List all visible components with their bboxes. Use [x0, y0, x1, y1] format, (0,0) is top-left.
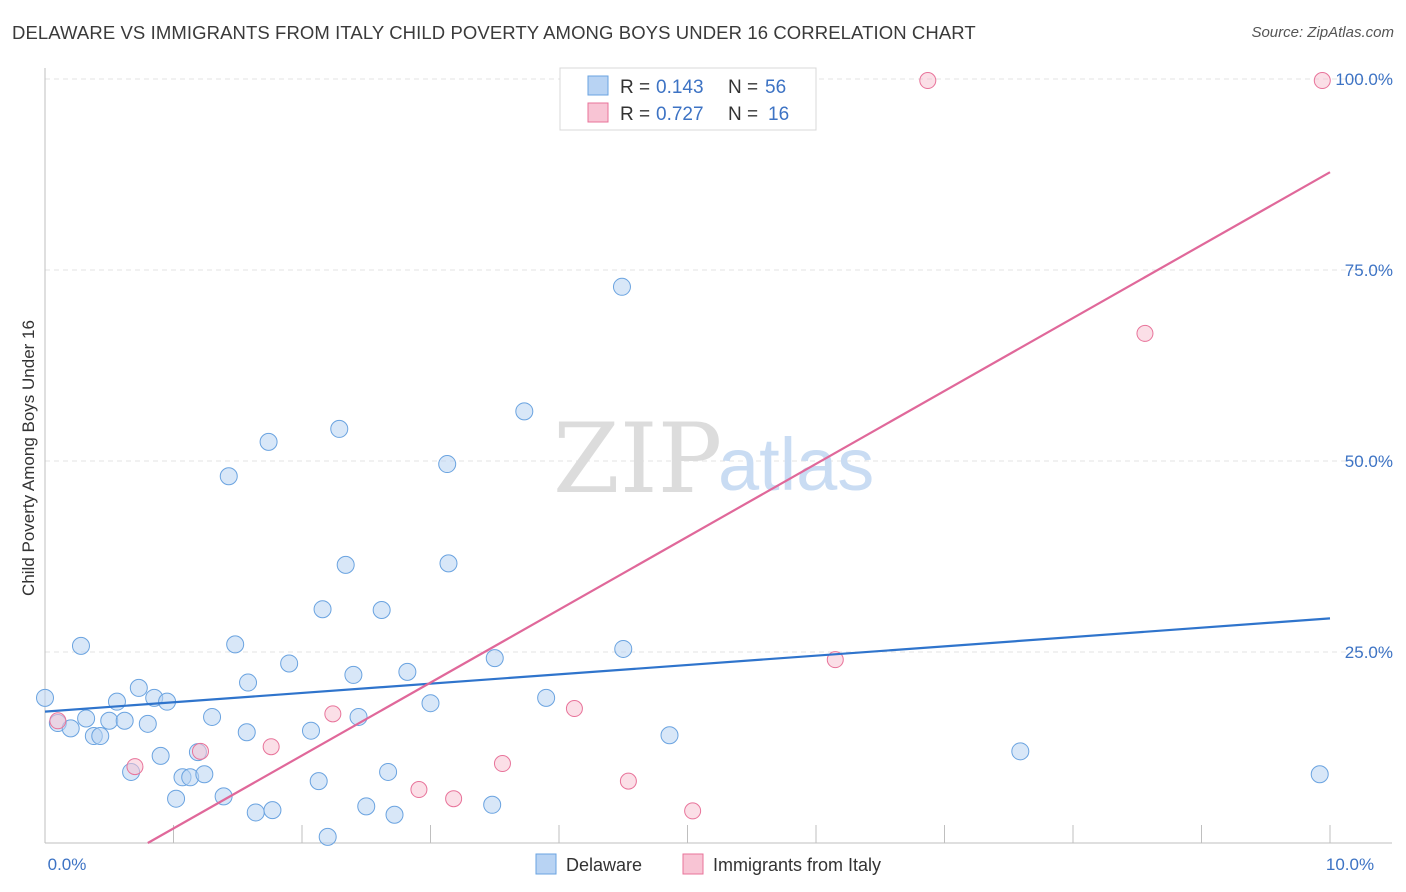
point-delaware [1011, 742, 1030, 761]
point-italy [324, 705, 342, 723]
tick-labels: 25.0% 50.0% 75.0% 100.0% 0.0% 10.0% [48, 70, 1393, 874]
bottom-legend-label-delaware: Delaware [566, 855, 642, 875]
bottom-legend-swatch-delaware [535, 853, 557, 875]
series-delaware [36, 277, 1329, 846]
point-delaware [421, 694, 440, 713]
point-italy [445, 790, 463, 808]
legend-r-label-1: R = [620, 77, 650, 98]
point-delaware [237, 723, 256, 742]
point-delaware [115, 711, 134, 730]
point-delaware [318, 827, 337, 846]
point-delaware [263, 801, 282, 820]
point-italy [493, 755, 511, 773]
point-delaware [372, 600, 391, 619]
point-delaware [138, 714, 157, 733]
point-delaware [398, 662, 417, 681]
point-delaware [167, 789, 186, 808]
point-delaware [301, 721, 320, 740]
trend-line-delaware [44, 617, 1331, 713]
point-delaware [36, 688, 54, 707]
point-delaware [313, 600, 332, 619]
point-italy [49, 712, 67, 730]
legend-n-label-1: N = [728, 77, 758, 98]
point-italy [1313, 72, 1331, 90]
point-delaware [612, 277, 631, 296]
point-delaware [203, 707, 222, 726]
point-delaware [280, 654, 299, 673]
point-delaware [344, 665, 363, 684]
chart-title: DELAWARE VS IMMIGRANTS FROM ITALY CHILD … [12, 22, 976, 43]
point-delaware [195, 765, 214, 784]
gridlines [45, 78, 1392, 653]
point-delaware [151, 746, 170, 765]
point-delaware [1310, 765, 1329, 784]
legend-r-value-1: 0.143 [656, 77, 704, 98]
y-tick-label: 25.0% [1345, 643, 1393, 662]
point-delaware [226, 635, 245, 654]
watermark-atlas: atlas [718, 423, 874, 506]
legend-swatch-italy [587, 102, 609, 123]
x-tick-label: 0.0% [48, 855, 87, 874]
watermark-zip: ZIP [553, 403, 722, 515]
point-delaware [330, 419, 349, 438]
point-delaware [71, 636, 90, 655]
y-tick-label: 50.0% [1345, 452, 1393, 471]
point-delaware [219, 467, 238, 486]
point-delaware [100, 711, 119, 730]
trend-lines [44, 171, 1331, 844]
point-delaware [515, 402, 534, 421]
point-delaware [357, 797, 376, 816]
point-delaware [239, 673, 258, 692]
y-tick-label: 75.0% [1345, 261, 1393, 280]
point-delaware [379, 762, 398, 781]
point-delaware [129, 678, 148, 697]
point-delaware [537, 688, 556, 707]
point-delaware [336, 555, 355, 574]
point-delaware [77, 709, 96, 728]
point-delaware [660, 726, 679, 745]
watermark: ZIP atlas [553, 403, 874, 515]
point-delaware [385, 805, 404, 824]
legend-n-label-2: N = [728, 104, 758, 125]
legend-r-label-2: R = [620, 104, 650, 125]
x-tick-label: 10.0% [1326, 855, 1374, 874]
bottom-legend-swatch-italy [682, 853, 704, 875]
top-legend: R = 0.143 N = 56 R = 0.727 N = 16 [559, 67, 817, 131]
bottom-legend: Delaware Immigrants from Italy [535, 853, 881, 875]
point-italy [126, 758, 144, 776]
bottom-legend-label-italy: Immigrants from Italy [713, 855, 881, 875]
point-delaware [246, 803, 265, 822]
point-delaware [61, 719, 80, 738]
point-delaware [438, 455, 457, 474]
y-tick-label: 100.0% [1335, 70, 1393, 89]
point-delaware [485, 649, 504, 668]
point-delaware [91, 727, 110, 746]
legend-n-value-1: 56 [765, 77, 786, 98]
point-delaware [483, 795, 502, 814]
legend-n-value-2: 16 [768, 104, 789, 125]
y-axis-label: Child Poverty Among Boys Under 16 [19, 320, 38, 596]
point-delaware [259, 432, 278, 451]
point-italy [262, 738, 280, 756]
point-delaware [439, 554, 458, 573]
point-italy [919, 72, 937, 90]
axes [44, 68, 1392, 844]
point-italy [565, 700, 583, 718]
point-italy [684, 802, 702, 820]
legend-swatch-delaware [587, 75, 609, 96]
legend-r-value-2: 0.727 [656, 104, 704, 125]
point-delaware [309, 772, 328, 791]
trend-line-italy [147, 171, 1331, 844]
point-delaware [614, 639, 633, 658]
point-italy [191, 742, 209, 760]
point-italy [619, 772, 637, 790]
point-italy [410, 781, 428, 799]
point-italy [1136, 324, 1154, 342]
source-label: Source: ZipAtlas.com [1251, 24, 1394, 41]
